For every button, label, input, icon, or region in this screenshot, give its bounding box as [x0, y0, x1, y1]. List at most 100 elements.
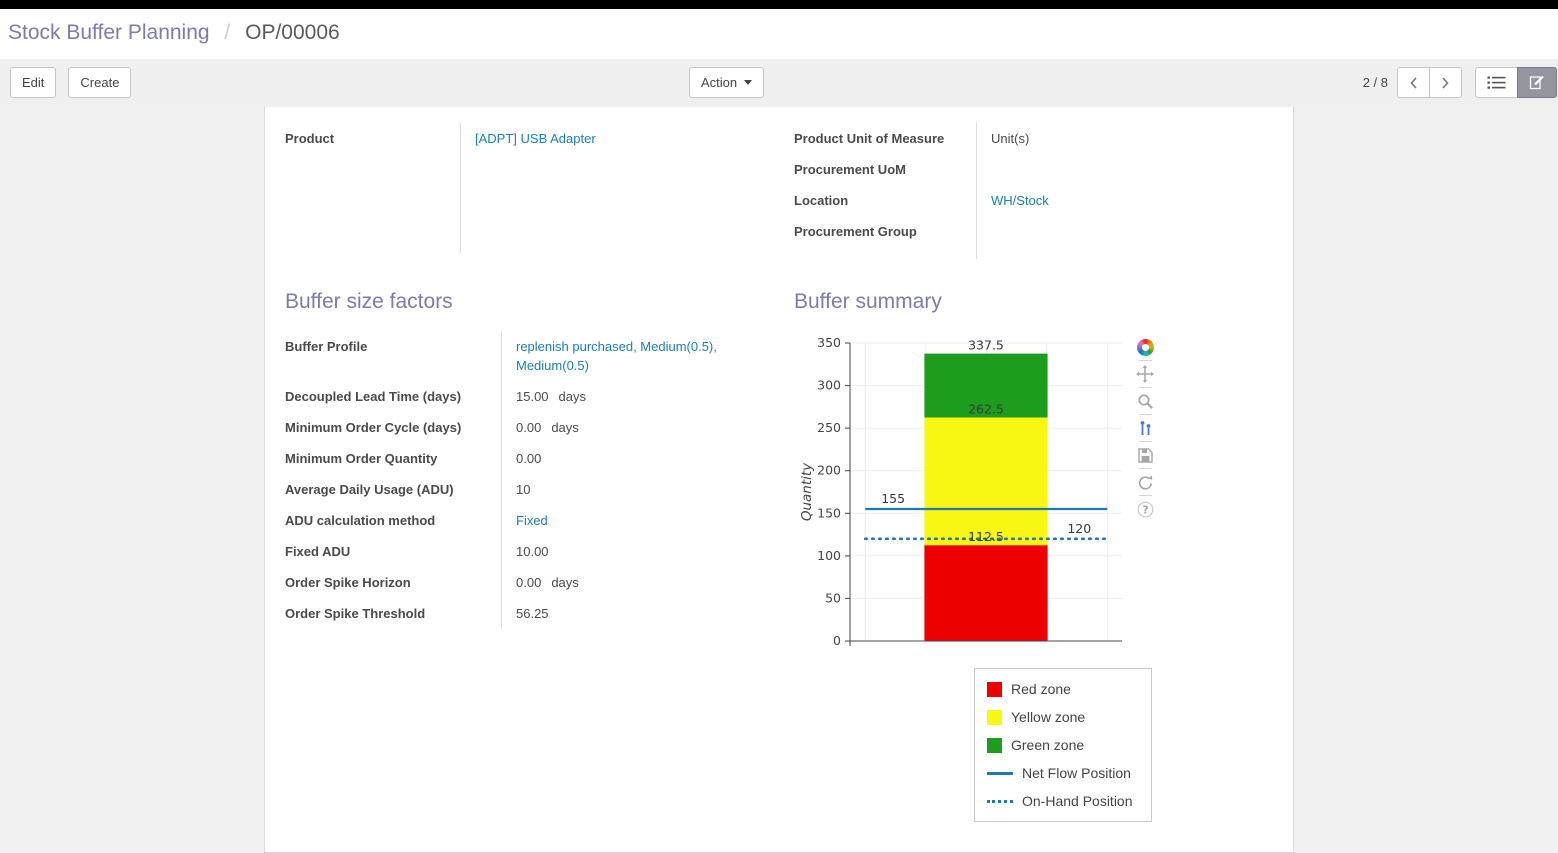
field-value-link[interactable]: [ADPT] USB Adapter: [475, 131, 596, 146]
edit-button[interactable]: Edit: [10, 67, 57, 98]
legend-swatch: [987, 681, 1002, 697]
field-value: Fixed: [501, 505, 764, 536]
legend-swatch: [987, 709, 1002, 725]
breadcrumb: Stock Buffer Planning / OP/00006: [8, 20, 1550, 46]
chevron-down-icon: [744, 80, 753, 85]
field-value: 0.00: [501, 443, 764, 474]
field-row: Product Unit of Measure Unit(s): [794, 123, 1273, 154]
svg-text:100: 100: [817, 548, 841, 563]
plotly-logo-icon[interactable]: [1135, 337, 1155, 357]
record-buttons: Edit Create: [10, 67, 132, 98]
svg-text:300: 300: [817, 378, 841, 393]
field-row: ADU calculation method Fixed: [285, 505, 764, 536]
pager-and-views: 2 / 8: [1363, 67, 1557, 98]
chevron-right-icon: [1442, 76, 1449, 89]
field-unit-suffix: days: [551, 575, 579, 590]
field-value-text: 10.00: [516, 544, 549, 559]
action-dropdown-button[interactable]: Action: [689, 67, 765, 98]
svg-text:112.5: 112.5: [968, 529, 1004, 544]
field-label: Order Spike Horizon: [285, 575, 411, 590]
field-row: Order Spike Threshold 56.25: [285, 598, 764, 629]
field-group-filler: [285, 154, 764, 253]
field-value-text: 10: [516, 482, 531, 497]
help-icon[interactable]: ?: [1135, 499, 1155, 519]
field-value-text: 0.00: [516, 451, 542, 466]
field-label: Procurement UoM: [794, 162, 906, 177]
legend-item[interactable]: Yellow zone: [987, 708, 1139, 726]
chart-modebar: ?: [1132, 337, 1158, 519]
field-value: [ADPT] USB Adapter: [460, 123, 764, 154]
field-group-buffer-factors: Buffer Profile replenish purchased, Mediu…: [285, 331, 764, 629]
field-row: Location WH/Stock: [794, 185, 1273, 216]
field-group-filler: [794, 247, 1273, 259]
section-columns: Buffer size factors Buffer Profile replen…: [285, 253, 1273, 822]
svg-text:Quantity: Quantity: [799, 462, 815, 521]
modebar-separator: [1138, 360, 1152, 361]
svg-text:155: 155: [881, 491, 905, 506]
download-icon[interactable]: [1135, 445, 1155, 465]
chevron-left-icon: [1410, 76, 1417, 89]
buffer-summary-chart[interactable]: 0 50 100 150 200 250 300 350 155 120 337.5 262.5 112…: [794, 331, 1158, 662]
modebar-separator: [1138, 495, 1152, 496]
field-label: Fixed ADU: [285, 544, 351, 559]
svg-text:350: 350: [817, 335, 841, 350]
field-label: Location: [794, 193, 849, 208]
pager-next-button[interactable]: [1429, 67, 1462, 98]
pan-icon[interactable]: [1135, 364, 1155, 384]
field-value-link[interactable]: WH/Stock: [991, 193, 1049, 208]
field-label: Procurement Group: [794, 224, 917, 239]
legend-label: Green zone: [1011, 737, 1085, 753]
field-row: Buffer Profile replenish purchased, Mediu…: [285, 331, 764, 381]
list-view-button[interactable]: [1475, 67, 1518, 98]
modebar-separator: [1138, 414, 1152, 415]
pager-value: 2 / 8: [1362, 75, 1388, 90]
legend-line-sample: [987, 771, 1013, 775]
svg-text:120: 120: [1067, 521, 1091, 536]
modebar-separator: [1138, 468, 1152, 469]
legend-label: Red zone: [1011, 681, 1071, 697]
legend-item[interactable]: On-Hand Position: [987, 792, 1139, 810]
field-row: Decoupled Lead Time (days) 15.00 days: [285, 381, 764, 412]
compare-hover-icon[interactable]: [1135, 418, 1155, 438]
field-unit-suffix: days: [558, 389, 587, 404]
chart-svg[interactable]: 0 50 100 150 200 250 300 350 155 120 337.5 262.5 112…: [794, 331, 1128, 657]
legend-label: Yellow zone: [1011, 709, 1086, 725]
svg-text:150: 150: [817, 505, 841, 520]
form-view-button[interactable]: [1517, 67, 1557, 98]
field-value-link[interactable]: replenish purchased, Medium(0.5), Medium…: [516, 339, 717, 373]
field-label: Product: [285, 131, 335, 146]
create-button[interactable]: Create: [68, 67, 132, 98]
field-value-text: Unit(s): [991, 131, 1030, 146]
zoom-icon[interactable]: [1135, 391, 1155, 411]
legend-item[interactable]: Red zone: [987, 680, 1139, 698]
field-value: 56.25: [501, 598, 764, 629]
field-value-link[interactable]: Fixed: [516, 513, 548, 528]
chart-legend: Red zone Yellow zone Green zone Net Flow Po…: [974, 668, 1152, 822]
field-label: Minimum Order Cycle (days): [285, 420, 462, 435]
field-row: Fixed ADU 10.00: [285, 536, 764, 567]
svg-text:262.5: 262.5: [968, 402, 1004, 417]
field-label: Decoupled Lead Time (days): [285, 389, 462, 404]
legend-item[interactable]: Net Flow Position: [987, 764, 1139, 782]
field-label: ADU calculation method: [285, 513, 436, 528]
view-switcher: [1475, 67, 1557, 98]
svg-text:0: 0: [833, 633, 841, 648]
field-row: Procurement Group: [794, 216, 1273, 247]
svg-text:200: 200: [817, 463, 841, 478]
svg-text:50: 50: [825, 590, 841, 605]
breadcrumb-separator: /: [224, 21, 231, 44]
buffer-size-factors-section: Buffer size factors Buffer Profile replen…: [285, 253, 764, 822]
legend-swatch: [987, 737, 1002, 753]
breadcrumb-parent-link[interactable]: Stock Buffer Planning: [8, 21, 210, 44]
field-value: 10.00: [501, 536, 764, 567]
field-value: [976, 216, 1273, 247]
modebar-separator: [1138, 441, 1152, 442]
pager-previous-button[interactable]: [1397, 67, 1430, 98]
form-view-icon: [1529, 75, 1544, 90]
field-value: 0.00 days: [501, 412, 764, 443]
main-content: Product [ADPT] USB Adapter Product Unit o…: [0, 107, 1558, 853]
chart-plot-area[interactable]: 0 50 100 150 200 250 300 350 155 120 337.5 262.5 112…: [794, 331, 1128, 662]
legend-item[interactable]: Green zone: [987, 736, 1139, 754]
reset-axes-icon[interactable]: [1135, 472, 1155, 492]
buffer-summary-chart-box: 0 50 100 150 200 250 300 350 155 120 337.5 262.5 112…: [794, 331, 1158, 822]
